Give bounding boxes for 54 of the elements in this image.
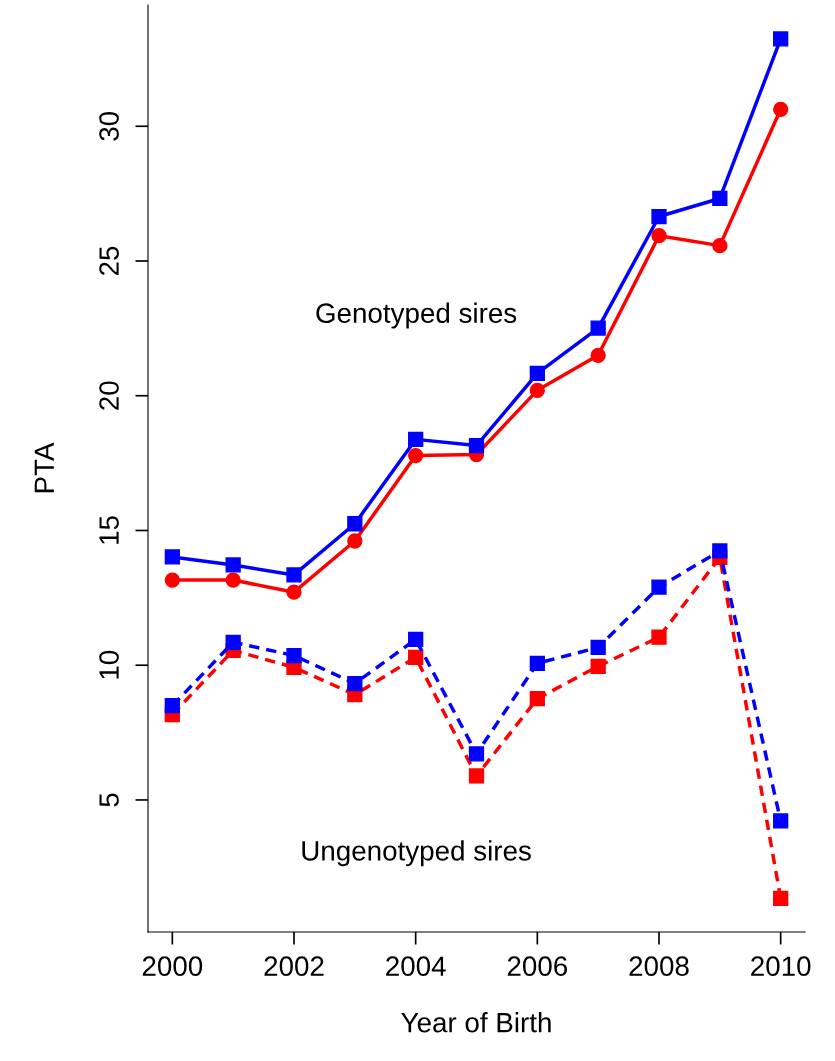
y-tick-label: 20 xyxy=(99,381,119,410)
point xyxy=(347,533,363,549)
point xyxy=(529,690,545,707)
y-tick-label: 5 xyxy=(99,793,119,807)
point xyxy=(651,228,667,244)
point xyxy=(590,658,606,674)
point xyxy=(164,549,180,565)
point xyxy=(286,567,302,583)
x-tick-label: 2004 xyxy=(386,956,446,977)
point xyxy=(164,697,180,714)
x-tick-label: 2000 xyxy=(142,956,203,977)
point xyxy=(347,516,363,532)
point xyxy=(408,447,424,464)
y-tick-label: 30 xyxy=(99,111,119,141)
point xyxy=(651,208,667,225)
point xyxy=(590,347,606,363)
point xyxy=(651,579,667,595)
point xyxy=(651,629,667,645)
point xyxy=(773,813,789,829)
point xyxy=(773,890,789,906)
point xyxy=(225,557,241,573)
point xyxy=(590,639,606,656)
point xyxy=(286,647,302,664)
point xyxy=(712,238,728,254)
annotation: Genotyped sires xyxy=(316,302,517,329)
point xyxy=(529,365,545,382)
point xyxy=(468,768,485,784)
y-tick-label: 10 xyxy=(99,650,119,679)
x-tick-label: 2002 xyxy=(264,956,324,977)
point xyxy=(225,634,241,650)
x-tick-label: 2010 xyxy=(751,956,811,977)
point xyxy=(164,572,180,588)
point xyxy=(529,382,545,398)
point xyxy=(286,584,302,600)
annotation: Ungenotyped sires xyxy=(302,840,531,867)
point xyxy=(408,631,424,647)
x-axis-title: Year of Birth xyxy=(401,1012,551,1033)
point xyxy=(408,431,424,448)
x-tick-label: 2008 xyxy=(629,956,689,977)
point xyxy=(347,675,363,692)
point xyxy=(225,572,241,588)
point xyxy=(712,190,728,207)
point xyxy=(712,543,728,559)
point xyxy=(590,320,606,336)
point xyxy=(773,101,789,117)
y-tick-label: 15 xyxy=(99,516,119,544)
point xyxy=(468,746,485,762)
point xyxy=(468,437,485,454)
y-axis-title: PTA xyxy=(34,442,54,493)
point xyxy=(529,655,545,671)
point xyxy=(408,649,424,666)
y-tick-label: 25 xyxy=(99,246,119,276)
point xyxy=(773,31,789,47)
x-tick-label: 2006 xyxy=(507,956,568,977)
